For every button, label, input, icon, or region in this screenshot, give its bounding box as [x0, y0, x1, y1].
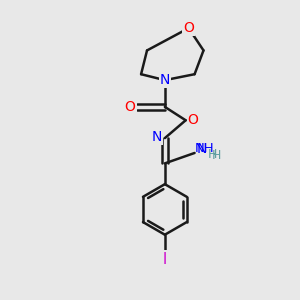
Text: N: N [160, 73, 170, 87]
Text: NH: NH [195, 142, 215, 155]
Text: O: O [183, 21, 194, 35]
Text: H: H [208, 148, 217, 161]
Text: O: O [188, 113, 199, 127]
Text: H: H [212, 149, 222, 162]
Text: O: O [124, 100, 136, 114]
Text: N: N [197, 142, 207, 155]
Text: I: I [163, 252, 167, 267]
Text: N: N [152, 130, 162, 144]
